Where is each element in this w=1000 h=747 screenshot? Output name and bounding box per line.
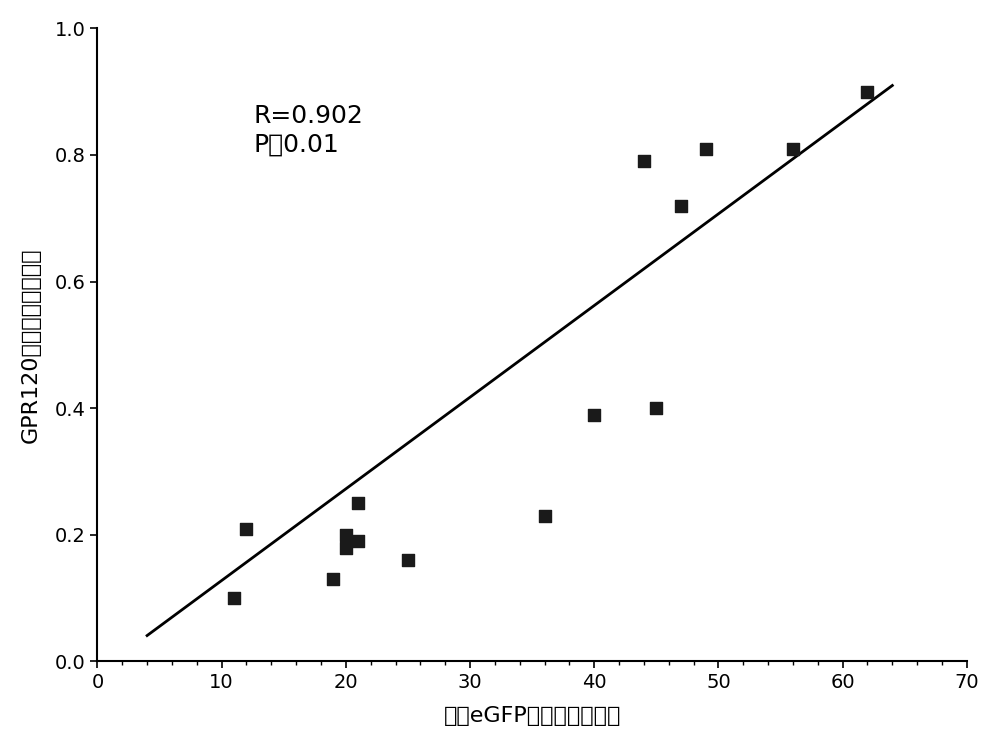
- Point: [859, 86, 875, 98]
- Point: [350, 535, 366, 547]
- Point: [350, 498, 366, 509]
- Y-axis label: GPR120基因表达相对水平: GPR120基因表达相对水平: [21, 247, 41, 443]
- Point: [537, 510, 553, 522]
- Point: [226, 592, 242, 604]
- Point: [325, 573, 341, 585]
- X-axis label: 细胸eGFP荧光平均强度值: 细胸eGFP荧光平均强度值: [443, 706, 621, 726]
- Point: [636, 155, 652, 167]
- Point: [698, 143, 714, 155]
- Point: [673, 199, 689, 211]
- Point: [586, 409, 602, 421]
- Point: [400, 554, 416, 566]
- Text: R=0.902
P＜0.01: R=0.902 P＜0.01: [254, 105, 364, 156]
- Point: [338, 542, 354, 554]
- Point: [785, 143, 801, 155]
- Point: [338, 529, 354, 541]
- Point: [648, 402, 664, 414]
- Point: [238, 523, 254, 535]
